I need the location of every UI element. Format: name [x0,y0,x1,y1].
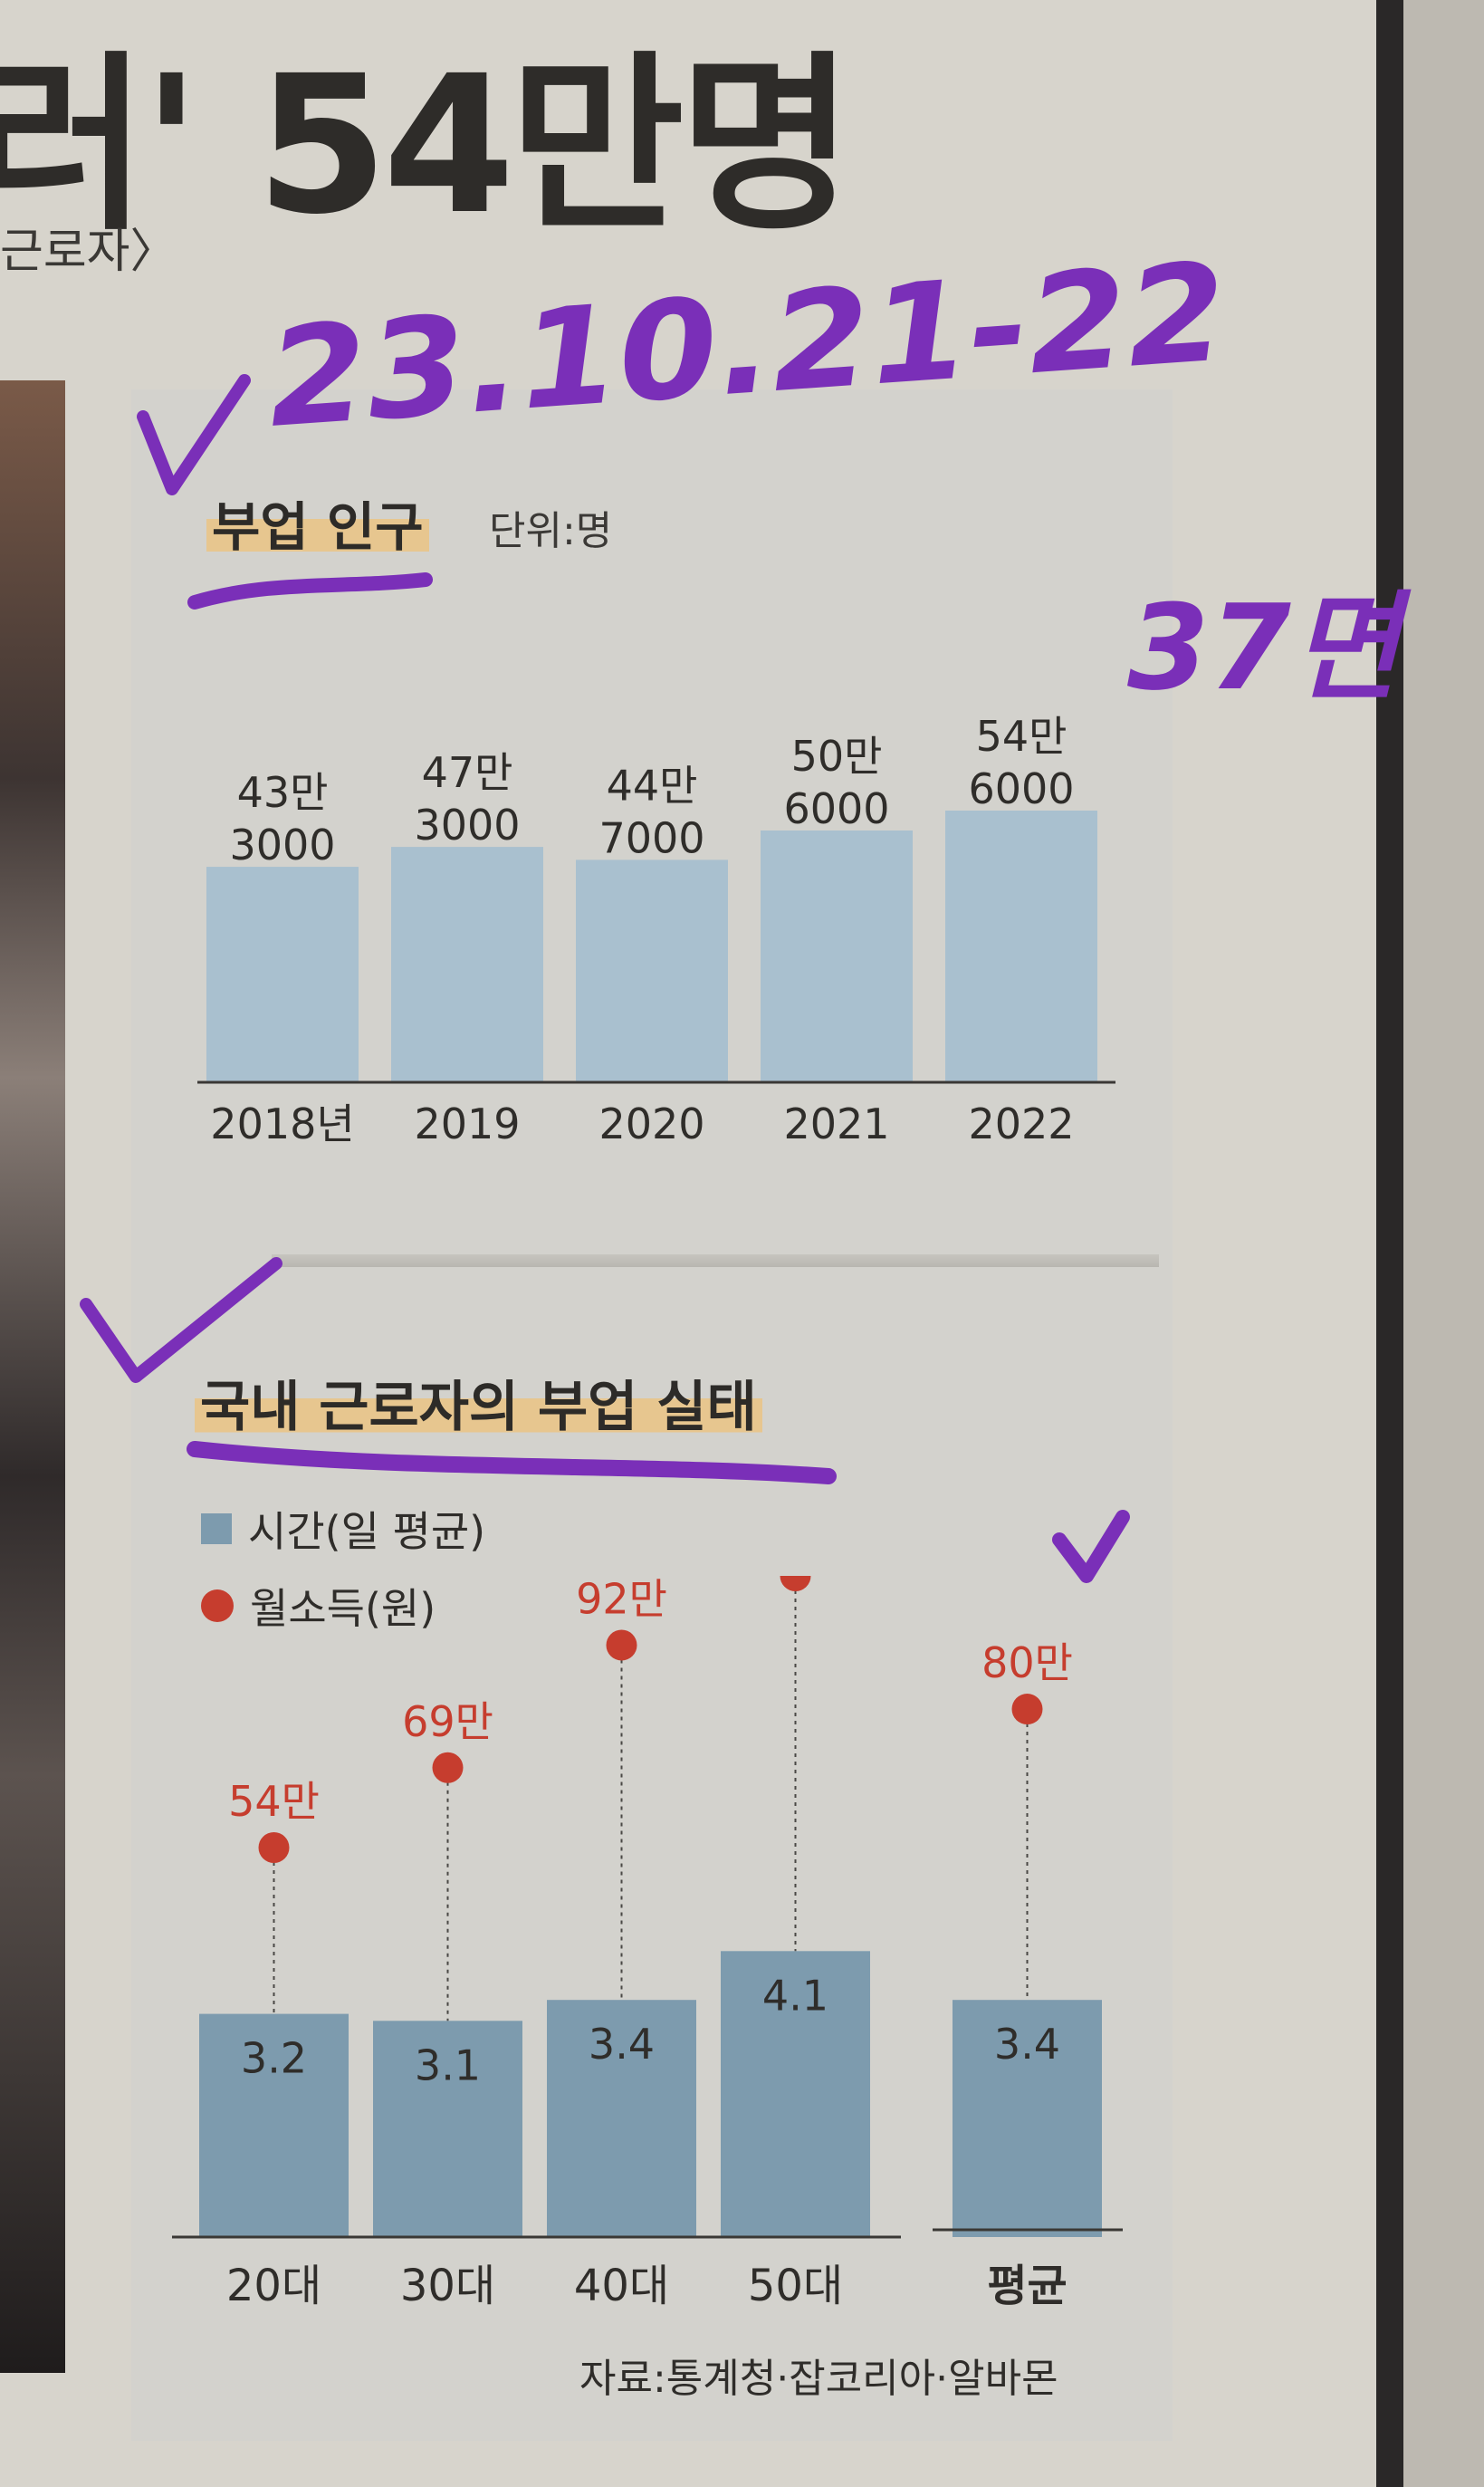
legend-dot-icon [201,1589,234,1622]
underline-2 [187,1441,837,1484]
chart1-title: 부업 인구 [206,485,429,561]
chart1-value-label: 54만 [976,712,1068,761]
chart1-value-label: 6000 [783,784,889,833]
chart2-income-dot [1011,1694,1043,1725]
chart2-hours-label: 3.4 [994,2020,1060,2069]
page-fold [1376,0,1403,2487]
checkmark-3 [1052,1510,1130,1583]
chart2-hours-bar [373,2021,522,2237]
chart2-hours-label: 3.4 [589,2020,655,2069]
chart2-x-tick: 평균 [987,2261,1067,2311]
chart2-income-label: 92만 [576,1576,667,1623]
chart1-x-tick: 2021 [783,1099,889,1148]
chart2-hours-bar [953,2000,1102,2237]
chart1-bar [206,867,359,1082]
chart1-bar [761,830,913,1082]
next-page-edge [1403,0,1484,2487]
chart1-x-tick: 2022 [968,1099,1074,1148]
chart1-bar [945,811,1097,1082]
chart1-svg: 43만30002018년47만3000201944만7000202050만600… [197,712,1115,1148]
section-divider [272,1254,1159,1267]
checkmark-2 [80,1257,282,1383]
chart2-hours-label: 3.1 [415,2040,481,2089]
handwritten-page: 37면 [1127,579,1412,716]
chart1-value-label: 50만 [791,732,883,781]
legend-income-label: 월소득(원) [250,1584,436,1633]
chart2-income-label: 54만 [228,1777,320,1826]
chart1-bar [576,859,728,1082]
chart2-hours-bar [547,2000,696,2237]
chart2-hours-bar [199,2013,349,2237]
chart2-hours-label: 3.2 [241,2034,307,2083]
source-note: 자료:통계청·잡코리아·알바몬 [579,2356,1058,2402]
chart2-income-dot [606,1629,637,1661]
chart1-unit: 단위:명 [489,508,613,554]
chart1-value-label: 44만 [607,761,698,810]
chart1-x-tick: 2018년 [210,1099,354,1148]
chart1-value-label: 6000 [968,764,1074,813]
handwritten-date: 23.10.21-22 [263,234,1231,458]
photo-edge [0,380,65,2373]
chart1-x-tick: 2020 [598,1099,704,1148]
chart1-value-label: 43만 [237,768,329,817]
chart1-value-label: 47만 [422,748,513,797]
chart2-income-dot [780,1576,811,1591]
checkmark-1 [137,374,251,495]
chart2-x-tick: 30대 [400,2261,495,2311]
chart1-value-label: 3000 [414,801,520,850]
chart2-income-label: 69만 [402,1697,493,1746]
subhead: 근로자〉 [0,225,177,279]
chart2-income-label: 80만 [981,1638,1073,1687]
legend-hours-label: 시간(일 평균) [248,1507,486,1556]
chart2-title: 국내 근로자의 부업 실태 [195,1363,762,1442]
legend-income: 월소득(원) [201,1576,436,1636]
chart1-bar [391,847,543,1082]
chart2-income-dot [258,1832,290,1863]
legend-square-icon [201,1513,232,1544]
chart1-value-label: 7000 [598,813,704,862]
chart2-x-tick: 20대 [226,2261,321,2311]
underline-1 [187,572,433,610]
chart2-svg: 3.254만20대3.169만30대3.492만40대4.1105만50대3.4… [172,1576,1123,2311]
chart2-hours-label: 4.1 [762,1971,828,2020]
headline: 러' 54만명 [0,34,854,256]
chart2-x-tick: 40대 [574,2261,669,2311]
chart1-value-label: 3000 [229,821,335,869]
legend-hours: 시간(일 평균) [201,1499,485,1559]
chart1-x-tick: 2019 [414,1099,520,1148]
chart2-hours-bar [721,1951,870,2237]
chart2-income-dot [432,1752,464,1783]
chart2-x-tick: 50대 [748,2261,843,2311]
